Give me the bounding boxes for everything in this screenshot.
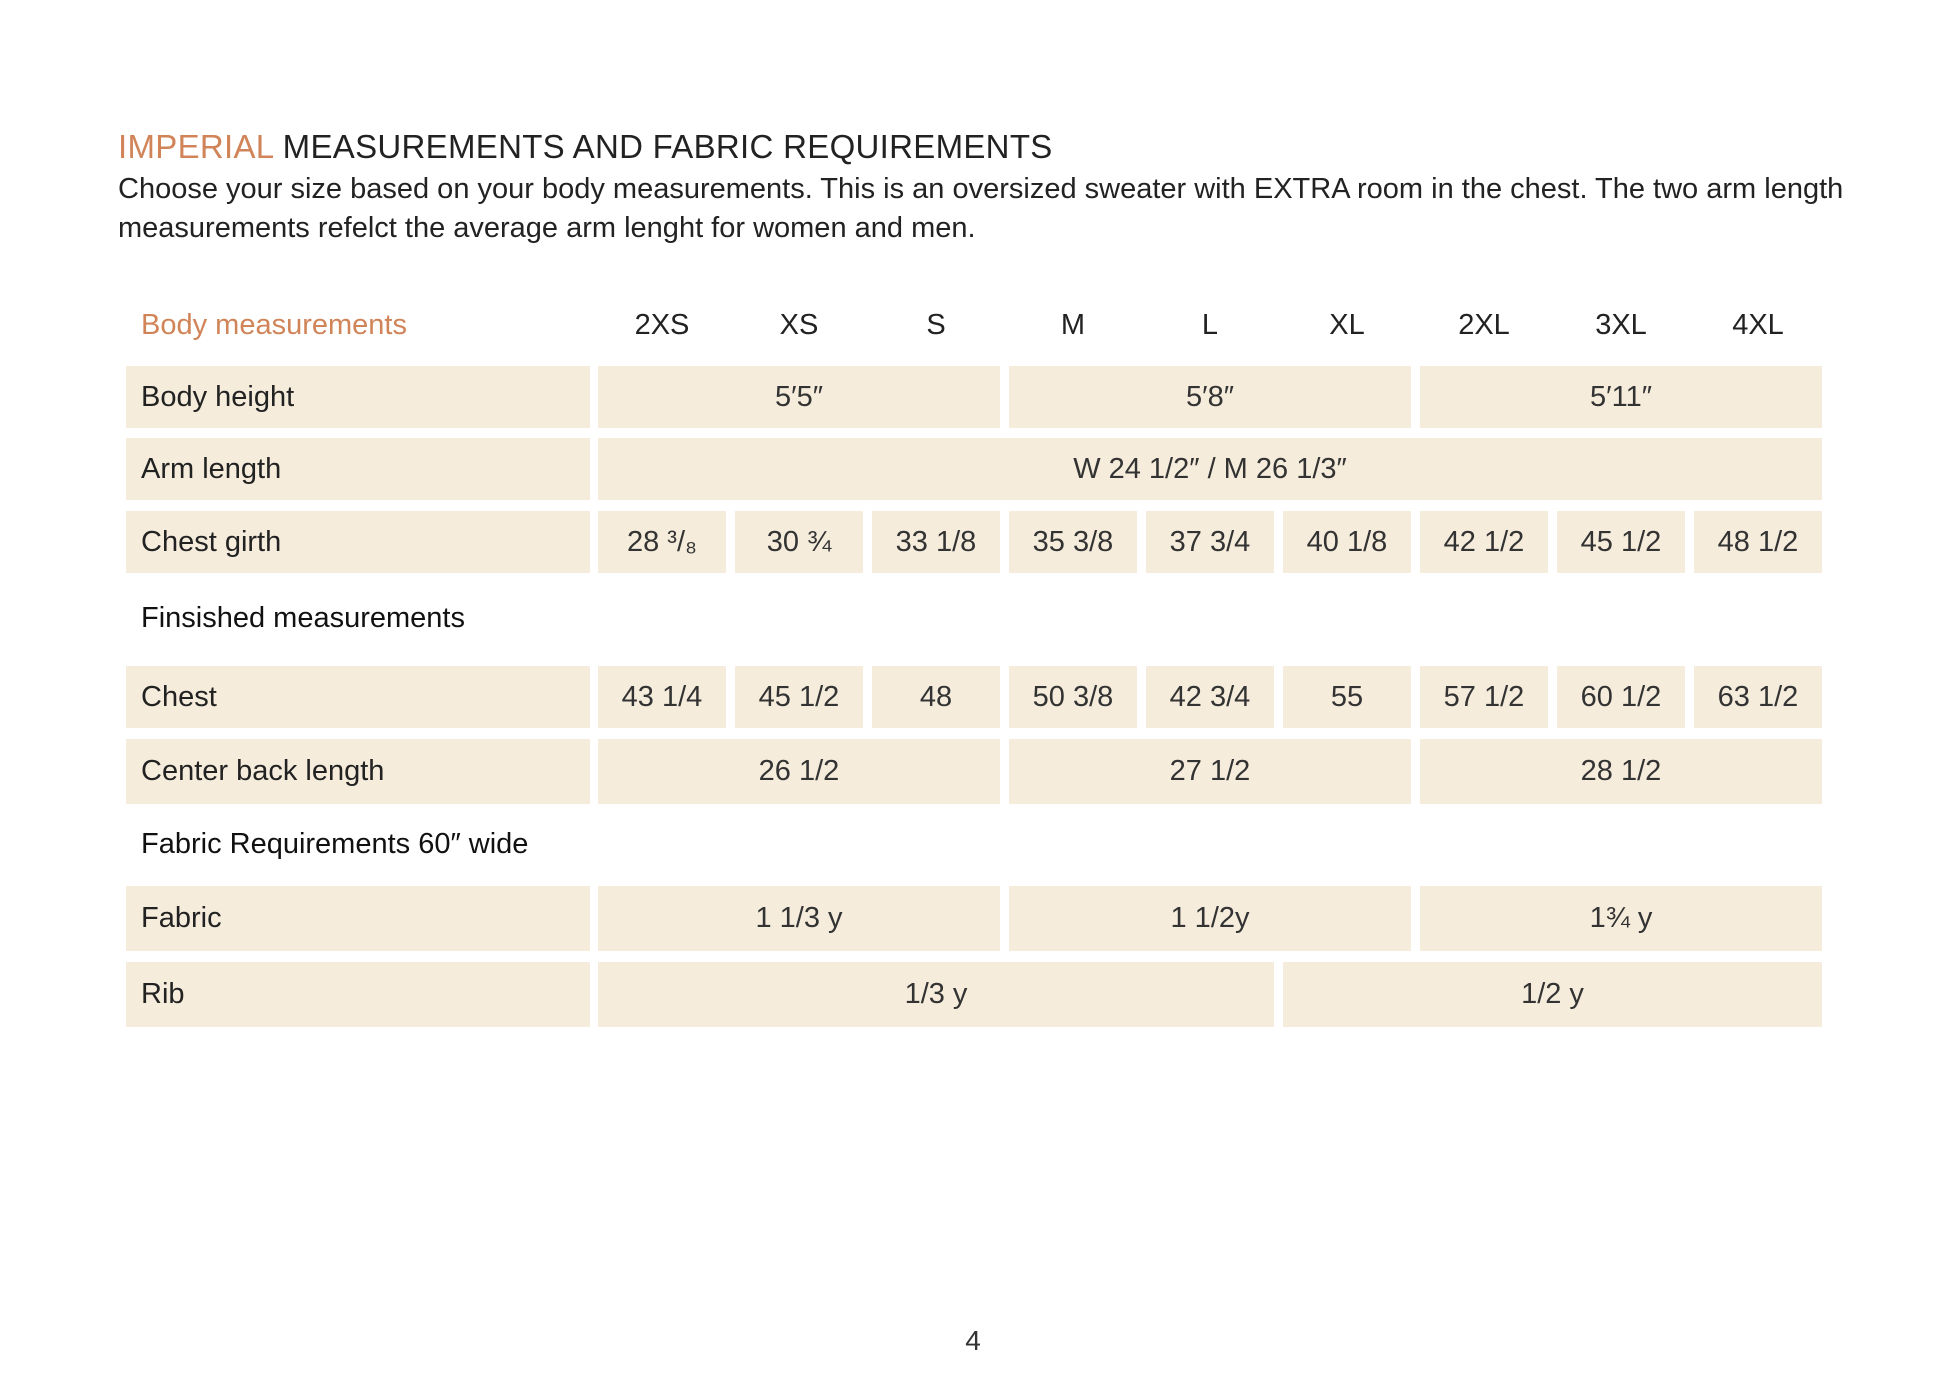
fabric-label: Fabric xyxy=(126,886,590,951)
size-header: 2XS xyxy=(634,309,690,341)
chest-value: 60 1/2 xyxy=(1557,666,1685,728)
arm-length-value: W 24 1/2″ / M 26 1/3″ xyxy=(598,438,1822,500)
chest-value: 50 3/8 xyxy=(1009,666,1137,728)
chest-girth-value: 28 ³/₈ xyxy=(598,511,726,573)
fabric-value: 1 1/3 y xyxy=(598,886,1000,951)
center-back-length-value: 27 1/2 xyxy=(1009,739,1411,804)
size-header: L xyxy=(1201,309,1219,341)
chest-girth-value: 37 3/4 xyxy=(1146,511,1274,573)
chest-value: 57 1/2 xyxy=(1420,666,1548,728)
rib-value: 1/2 y xyxy=(1283,962,1822,1027)
fabric-requirements-heading: Fabric Requirements 60″ wide xyxy=(141,828,529,860)
chest-girth-label: Chest girth xyxy=(126,511,590,573)
chest-value: 48 xyxy=(872,666,1000,728)
body-height-value: 5′11″ xyxy=(1420,366,1822,428)
center-back-length-label: Center back length xyxy=(126,739,590,804)
chest-girth-value: 48 1/2 xyxy=(1694,511,1822,573)
center-back-length-value: 28 1/2 xyxy=(1420,739,1822,804)
chest-value: 45 1/2 xyxy=(735,666,863,728)
size-header: M xyxy=(1060,309,1086,341)
size-header: 2XL xyxy=(1458,309,1510,341)
chest-value: 42 3/4 xyxy=(1146,666,1274,728)
size-header: XL xyxy=(1329,309,1365,341)
body-height-label: Body height xyxy=(126,366,590,428)
chest-girth-value: 35 3/8 xyxy=(1009,511,1137,573)
size-header: XS xyxy=(779,309,819,341)
finished-measurements-heading: Finsished measurements xyxy=(141,602,465,634)
chest-girth-value: 45 1/2 xyxy=(1557,511,1685,573)
size-header: 4XL xyxy=(1732,309,1784,341)
body-height-value: 5′8″ xyxy=(1009,366,1411,428)
fabric-value: 1¾ y xyxy=(1420,886,1822,951)
chest-girth-value: 40 1/8 xyxy=(1283,511,1411,573)
title-rest: MEASUREMENTS AND FABRIC REQUIREMENTS xyxy=(273,128,1053,165)
chest-girth-value: 33 1/8 xyxy=(872,511,1000,573)
page-title: IMPERIAL MEASUREMENTS AND FABRIC REQUIRE… xyxy=(118,128,1053,166)
chest-label: Chest xyxy=(126,666,590,728)
size-header: S xyxy=(926,309,946,341)
center-back-length-value: 26 1/2 xyxy=(598,739,1000,804)
size-header: 3XL xyxy=(1595,309,1647,341)
fabric-value: 1 1/2y xyxy=(1009,886,1411,951)
arm-length-label: Arm length xyxy=(126,438,590,500)
chest-value: 55 xyxy=(1283,666,1411,728)
chest-value: 63 1/2 xyxy=(1694,666,1822,728)
chest-value: 43 1/4 xyxy=(598,666,726,728)
body-measurements-header: Body measurements xyxy=(141,309,407,341)
intro-paragraph: Choose your size based on your body meas… xyxy=(118,173,1844,244)
chest-girth-value: 30 ¾ xyxy=(735,511,863,573)
body-height-value: 5′5″ xyxy=(598,366,1000,428)
rib-label: Rib xyxy=(126,962,590,1027)
page-number: 4 xyxy=(965,1325,981,1356)
title-accent: IMPERIAL xyxy=(118,128,274,165)
chest-girth-value: 42 1/2 xyxy=(1420,511,1548,573)
size-header-row: Body measurements 2XS XS S M L XL 2XL 3X… xyxy=(0,300,1946,350)
rib-value: 1/3 y xyxy=(598,962,1274,1027)
